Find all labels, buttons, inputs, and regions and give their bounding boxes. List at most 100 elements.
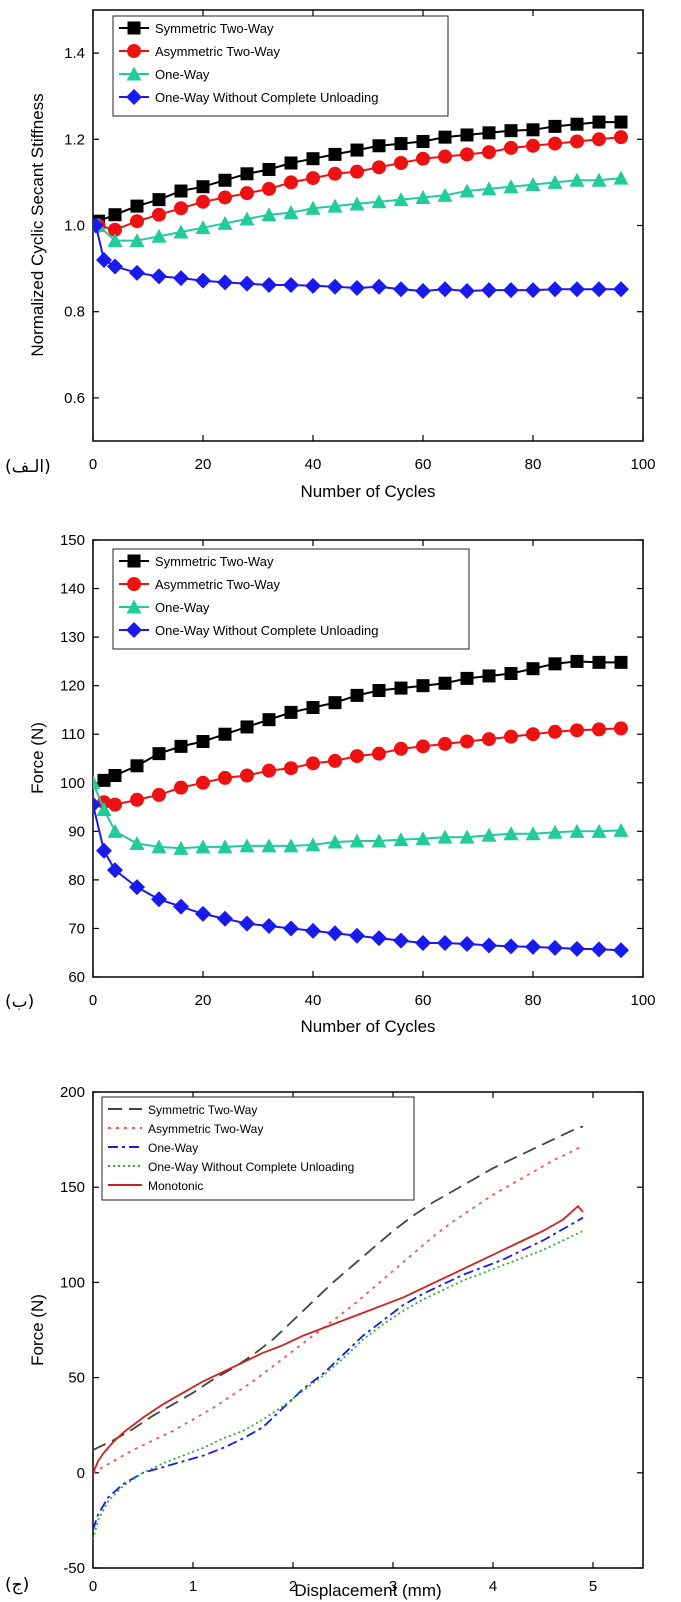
data-point: [371, 278, 387, 295]
data-point: [239, 915, 255, 932]
y-tick-label: 150: [60, 532, 85, 549]
data-point: [262, 713, 276, 727]
series-one-way-without-complete-unloading: [93, 796, 629, 959]
data-point: [613, 822, 629, 837]
data-point: [481, 937, 497, 954]
data-point: [328, 166, 342, 181]
data-point: [239, 211, 255, 226]
data-point: [130, 759, 144, 773]
data-point: [614, 721, 628, 736]
data-point: [349, 833, 365, 848]
data-point: [504, 667, 518, 681]
data-point: [130, 199, 144, 213]
data-point: [526, 123, 540, 137]
series-one-way: [93, 1216, 584, 1531]
legend-entry: One-Way: [155, 67, 210, 82]
legend-marker: [126, 622, 142, 638]
series-line: [103, 660, 621, 782]
data-point: [569, 281, 585, 298]
legend: Symmetric Two-Way Asymmetric Two-Way One-W…: [112, 15, 449, 117]
data-point: [482, 732, 496, 747]
data-point: [460, 147, 474, 162]
x-tick-label: 0: [89, 992, 97, 1009]
data-point: [372, 160, 386, 175]
data-point: [107, 258, 123, 275]
data-point: [174, 201, 188, 216]
data-point: [151, 891, 167, 908]
legend-entry: Symmetric Two-Way: [155, 21, 274, 36]
x-tick-label: 100: [630, 456, 655, 473]
data-point: [196, 180, 210, 194]
data-point: [482, 145, 496, 160]
y-tick-label: 100: [60, 1274, 85, 1291]
data-point: [526, 138, 540, 153]
y-tick-label: 150: [60, 1179, 85, 1196]
data-point: [217, 274, 233, 291]
data-point: [569, 823, 585, 838]
series-symmetric-two-way: [97, 654, 628, 787]
data-point: [240, 167, 254, 181]
legend-marker: [127, 21, 141, 35]
data-point: [503, 282, 519, 299]
data-point: [459, 183, 475, 198]
y-tick-label: 60: [68, 969, 85, 986]
legend-box: [112, 548, 470, 650]
data-point: [218, 173, 232, 187]
data-point: [504, 140, 518, 155]
x-tick-label: 60: [415, 456, 432, 473]
data-point: [130, 792, 144, 807]
data-point: [173, 840, 189, 855]
data-point: [350, 143, 364, 157]
series-line: [93, 1204, 584, 1474]
data-point: [349, 279, 365, 296]
x-tick-label: 60: [415, 992, 432, 1009]
y-axis-label: Normalized Cyclic Secant Stiffness: [28, 93, 47, 356]
data-point: [327, 278, 343, 295]
data-point: [96, 251, 112, 268]
legend-marker: [127, 44, 141, 58]
data-point: [547, 939, 563, 956]
data-point: [504, 729, 518, 744]
legend-entry: One-Way: [155, 600, 210, 615]
data-point: [152, 747, 166, 761]
data-point: [570, 134, 584, 149]
legend: Symmetric Two-Way Asymmetric Two-Way One-W…: [112, 548, 470, 650]
legend-entry: Asymmetric Two-Way: [148, 1122, 263, 1136]
data-point: [372, 139, 386, 153]
data-point: [151, 268, 167, 285]
data-point: [107, 862, 123, 879]
data-point: [547, 174, 563, 189]
data-point: [416, 739, 430, 754]
data-point: [284, 705, 298, 719]
data-point: [261, 918, 277, 935]
legend-box: [101, 1096, 415, 1201]
data-point: [481, 282, 497, 299]
data-point: [437, 187, 453, 202]
y-tick-label: 110: [61, 726, 85, 743]
data-point: [129, 233, 145, 248]
data-point: [350, 164, 364, 179]
data-point: [174, 184, 188, 198]
data-point: [547, 281, 563, 298]
data-point: [350, 688, 364, 702]
data-point: [460, 128, 474, 142]
data-point: [569, 940, 585, 957]
data-point: [548, 119, 562, 133]
chart-panel-stiffness: 0 20 40 60 80 100 0.6 0.8 1.0 1.2 1.4 Number of Cyc…: [5, 9, 656, 501]
x-tick-label: 20: [195, 992, 212, 1009]
data-point: [371, 833, 387, 848]
y-tick-label: 200: [60, 1084, 85, 1101]
data-point: [416, 679, 430, 693]
x-tick-label: 80: [525, 992, 542, 1009]
y-tick-label: 1.2: [64, 131, 85, 148]
data-point: [306, 171, 320, 186]
data-point: [93, 217, 104, 234]
legend-marker: [127, 577, 141, 591]
data-point: [96, 801, 112, 816]
data-point: [152, 787, 166, 802]
data-point: [240, 186, 254, 201]
x-tick-label: 20: [195, 456, 212, 473]
data-point: [613, 942, 629, 959]
x-tick-label: 80: [525, 456, 542, 473]
